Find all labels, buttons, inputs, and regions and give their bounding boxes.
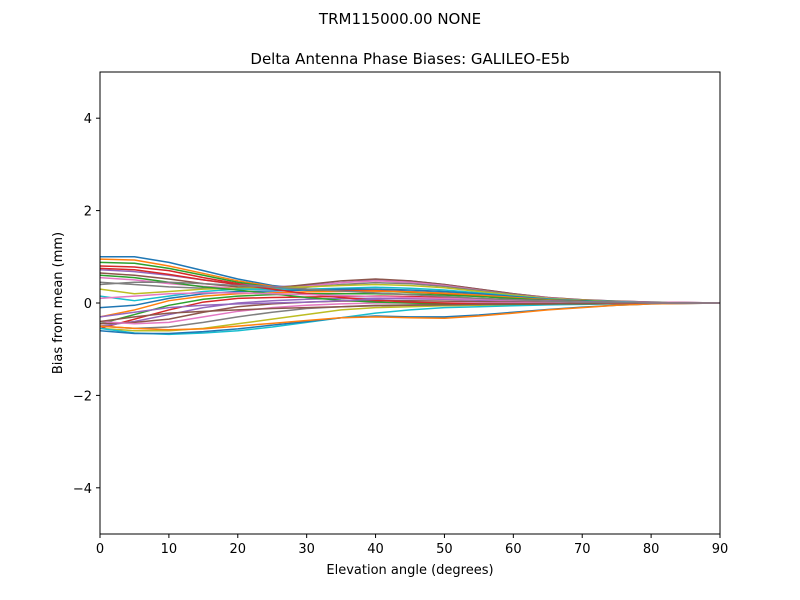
y-tick-label: 4 <box>84 112 92 127</box>
y-axis-label: Bias from mean (mm) <box>51 232 66 374</box>
x-axis: 0 10 20 30 40 50 60 70 80 90 <box>96 534 728 557</box>
figure-suptitle: TRM115000.00 NONE <box>318 10 481 28</box>
x-tick-label: 20 <box>230 542 247 557</box>
y-tick-label: 2 <box>84 205 92 220</box>
x-tick-label: 30 <box>298 542 315 557</box>
x-tick-label: 80 <box>643 542 660 557</box>
x-tick-label: 50 <box>436 542 453 557</box>
x-tick-label: 60 <box>505 542 522 557</box>
x-tick-label: 10 <box>161 542 178 557</box>
series-lines <box>100 256 720 336</box>
x-tick-label: 70 <box>574 542 591 557</box>
axes-title: Delta Antenna Phase Biases: GALILEO-E5b <box>250 50 569 68</box>
x-tick-label: 90 <box>712 542 729 557</box>
plot-area <box>99 71 721 535</box>
x-tick-label: 40 <box>367 542 384 557</box>
y-tick-label: 0 <box>84 297 92 312</box>
x-tick-label: 0 <box>96 542 104 557</box>
series-line-22 <box>100 302 720 331</box>
series-line-28 <box>100 281 720 304</box>
y-tick-label: −4 <box>73 482 92 497</box>
y-tick-label: −2 <box>73 389 92 404</box>
x-axis-label: Elevation angle (degrees) <box>326 563 493 578</box>
y-axis: −4 −2 0 2 4 <box>73 112 100 497</box>
